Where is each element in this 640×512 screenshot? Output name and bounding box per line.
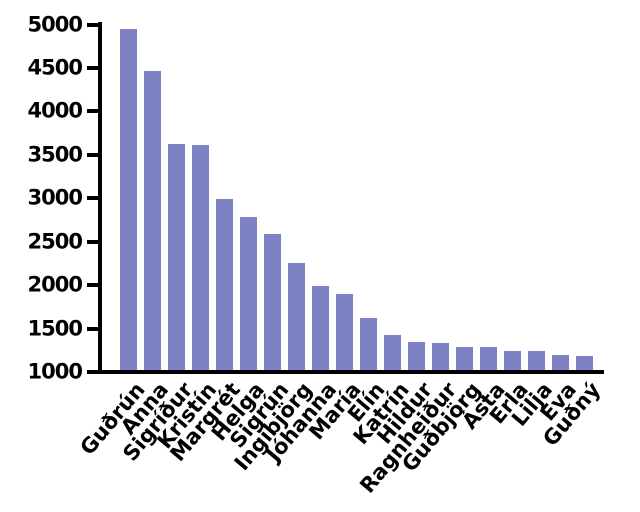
y-tick	[87, 196, 100, 201]
y-tick	[87, 152, 100, 157]
y-tick-label: 2000	[27, 272, 83, 297]
y-tick-label: 4000	[27, 98, 83, 123]
bar	[216, 199, 233, 370]
y-tick-label: 2500	[27, 229, 83, 254]
x-axis-spine	[98, 370, 604, 374]
y-tick-label: 3500	[27, 142, 83, 167]
y-tick	[87, 65, 100, 70]
bar	[576, 356, 593, 370]
bar	[408, 341, 425, 370]
bar	[360, 318, 377, 370]
y-tick-label: 3000	[27, 185, 83, 210]
bar	[504, 351, 521, 370]
y-tick	[87, 22, 100, 27]
y-tick	[87, 109, 100, 114]
bar	[528, 351, 545, 370]
bar	[264, 233, 281, 370]
bar	[288, 263, 305, 370]
bar	[168, 144, 185, 370]
y-tick	[87, 239, 100, 244]
bar	[144, 71, 161, 370]
bar	[192, 145, 209, 370]
bar	[480, 346, 497, 370]
y-tick-label: 1000	[27, 359, 83, 384]
bar	[240, 217, 257, 370]
y-tick	[87, 283, 100, 288]
y-tick	[87, 370, 100, 374]
bar	[456, 346, 473, 370]
bar	[120, 28, 137, 370]
y-tick	[87, 326, 100, 331]
bar	[336, 293, 353, 370]
bar	[312, 285, 329, 370]
bar	[384, 334, 401, 370]
y-axis-spine	[98, 22, 102, 374]
y-tick-label: 4500	[27, 55, 83, 80]
y-tick-label: 5000	[27, 12, 83, 36]
bar	[432, 343, 449, 370]
bar	[552, 354, 569, 370]
y-tick-label: 1500	[27, 316, 83, 341]
